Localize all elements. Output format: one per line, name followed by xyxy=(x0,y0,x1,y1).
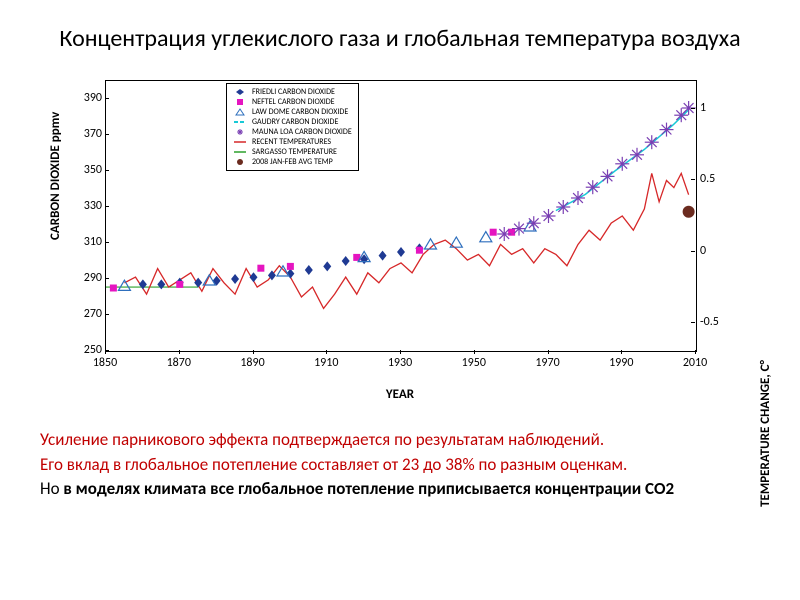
legend-label: LAW DOME CARBON DIOXIDE xyxy=(252,107,348,117)
ytick-left: 310 xyxy=(70,235,102,249)
legend-swatch xyxy=(233,88,247,96)
y-axis-left-label: CARBON DIOXIDE ppmv xyxy=(48,112,63,240)
caption: Усиление парникового эффекта подтверждае… xyxy=(40,428,760,502)
legend-item: RECENT TEMPERATURES xyxy=(233,137,352,147)
ytick-left: 370 xyxy=(70,127,102,141)
legend-label: FRIEDLI CARBON DIOXIDE xyxy=(252,87,335,97)
plot-svg xyxy=(106,81,696,351)
xtick: 1850 xyxy=(93,356,117,370)
legend-swatch xyxy=(233,128,247,136)
legend-item: LAW DOME CARBON DIOXIDE xyxy=(233,107,352,117)
xtick: 1990 xyxy=(609,356,633,370)
caption-line-2: Его вклад в глобальное потепление состав… xyxy=(40,453,760,478)
caption-line-1: Усиление парникового эффекта подтверждае… xyxy=(40,428,760,453)
legend-swatch xyxy=(233,98,247,106)
xtick: 1910 xyxy=(314,356,338,370)
legend-item: GAUDRY CARBON DIOXIDE xyxy=(233,117,352,127)
ytick-right: -0.5 xyxy=(700,315,726,329)
legend-swatch xyxy=(233,118,247,126)
legend-item: SARGASSO TEMPERATURE xyxy=(233,147,352,157)
page-title: Концентрация углекислого газа и глобальн… xyxy=(40,24,760,54)
ytick-left: 390 xyxy=(70,91,102,105)
legend-label: GAUDRY CARBON DIOXIDE xyxy=(252,117,338,127)
ytick-left: 290 xyxy=(70,271,102,285)
y-axis-right-label: TEMPERATURE CHANGE, C° xyxy=(758,360,773,507)
legend-swatch xyxy=(233,148,247,156)
xtick: 1970 xyxy=(535,356,559,370)
legend-label: NEFTEL CARBON DIOXIDE xyxy=(252,97,335,107)
chart: CARBON DIOXIDE ppmv TEMPERATURE CHANGE, … xyxy=(50,70,750,400)
xtick: 1930 xyxy=(388,356,412,370)
ytick-right: 0 xyxy=(700,244,726,258)
legend-item: FRIEDLI CARBON DIOXIDE xyxy=(233,87,352,97)
ytick-left: 350 xyxy=(70,163,102,177)
ytick-left: 330 xyxy=(70,199,102,213)
legend-swatch xyxy=(233,108,247,116)
legend-item: 2008 JAN-FEB AVG TEMP xyxy=(233,157,352,167)
ytick-right: 1 xyxy=(700,101,726,115)
xtick: 2010 xyxy=(683,356,707,370)
xtick: 1950 xyxy=(462,356,486,370)
legend-swatch xyxy=(233,158,247,166)
legend-label: SARGASSO TEMPERATURE xyxy=(252,147,337,157)
ytick-left: 270 xyxy=(70,307,102,321)
xtick: 1890 xyxy=(240,356,264,370)
plot-area: FRIEDLI CARBON DIOXIDENEFTEL CARBON DIOX… xyxy=(105,80,697,352)
ytick-left: 250 xyxy=(70,343,102,357)
legend-label: 2008 JAN-FEB AVG TEMP xyxy=(252,157,333,167)
legend-label: RECENT TEMPERATURES xyxy=(252,137,331,147)
xtick: 1870 xyxy=(167,356,191,370)
legend-label: MAUNA LOA CARBON DIOXIDE xyxy=(252,127,352,137)
legend: FRIEDLI CARBON DIOXIDENEFTEL CARBON DIOX… xyxy=(226,83,359,171)
legend-item: NEFTEL CARBON DIOXIDE xyxy=(233,97,352,107)
x-axis-label: YEAR xyxy=(50,387,750,402)
caption-line-3: Но в моделях климата все глобальное поте… xyxy=(40,477,760,502)
ytick-right: 0.5 xyxy=(700,172,726,186)
legend-item: MAUNA LOA CARBON DIOXIDE xyxy=(233,127,352,137)
legend-swatch xyxy=(233,138,247,146)
